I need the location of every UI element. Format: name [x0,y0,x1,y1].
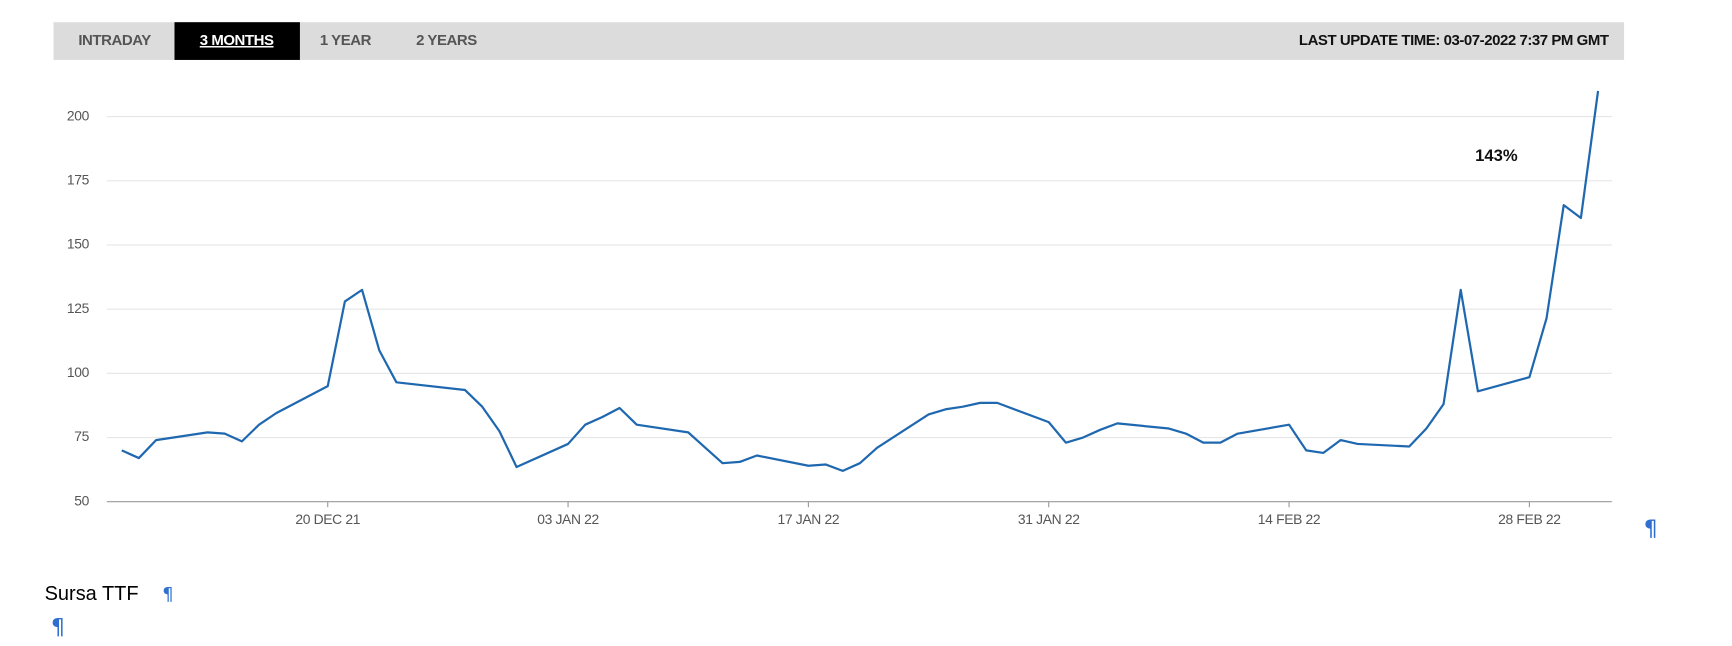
active-tab-bg [174,22,300,60]
x-tick-label: 17 JAN 22 [778,511,840,527]
y-tick-label: 75 [74,428,89,444]
x-tick-label: 14 FEB 22 [1258,511,1321,527]
y-tick-label: 200 [67,107,90,123]
x-tick-label: 31 JAN 22 [1018,511,1080,527]
last-update: LAST UPDATE TIME: 03-07-2022 7:37 PM GMT [1299,32,1609,49]
y-tick-label: 175 [67,171,90,187]
tab[interactable]: INTRADAY [78,32,151,49]
annotation: 143% [1475,146,1518,165]
x-tick-label: 28 FEB 22 [1498,511,1561,527]
tab-active[interactable]: 3 MONTHS [200,32,275,49]
x-tick-label: 03 JAN 22 [537,511,599,527]
y-tick-label: 100 [67,364,90,380]
price-line [121,90,1600,473]
y-tick-label: 150 [67,236,90,252]
caption: Sursa TTF [45,583,139,605]
pilcrow: ¶ [1644,516,1658,542]
x-tick-label: 20 DEC 21 [295,511,360,527]
pilcrow: ¶ [51,615,65,641]
y-tick-label: 50 [74,492,89,508]
tab-bar [53,22,1625,60]
pilcrow: ¶ [162,585,173,605]
tab[interactable]: 1 YEAR [320,32,372,49]
tab[interactable]: 2 YEARS [416,32,478,49]
y-tick-label: 125 [67,300,90,316]
